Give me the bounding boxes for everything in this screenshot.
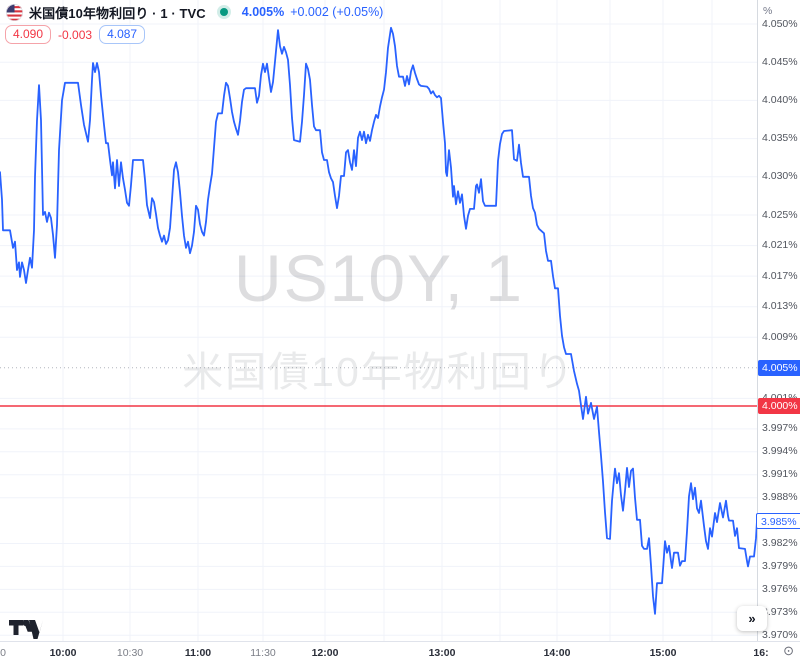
price-axis-label: 4.009% bbox=[762, 330, 798, 343]
time-axis-label: 10:30 bbox=[116, 647, 144, 659]
time-axis-label: 11:00 bbox=[184, 647, 212, 659]
tradingview-logo[interactable] bbox=[9, 620, 43, 644]
time-axis[interactable]: 0 10:00 10:30 11:00 11:30 12:00 13:00 14:00 15:0… bbox=[0, 641, 800, 664]
price-axis-label: 3.997% bbox=[762, 422, 798, 435]
time-axis-label: 14:00 bbox=[543, 647, 571, 659]
price-axis-label: 4.021% bbox=[762, 239, 798, 252]
time-axis-label: 12:00 bbox=[311, 647, 339, 659]
time-axis-label: 10:00 bbox=[49, 647, 77, 659]
last-close-badge: 4.005% bbox=[758, 359, 800, 376]
price-line-chart[interactable] bbox=[0, 0, 758, 641]
price-axis-label: 3.970% bbox=[762, 628, 798, 641]
chevrons-right-icon: » bbox=[748, 611, 756, 626]
time-axis-label: 11:30 bbox=[250, 647, 276, 659]
price-axis-label: 4.030% bbox=[762, 170, 798, 183]
price-axis-label: 4.040% bbox=[762, 93, 798, 106]
value-box-open[interactable]: 4.090 bbox=[5, 25, 52, 44]
price-axis-label: 4.035% bbox=[762, 132, 798, 145]
price-axis-label: 3.988% bbox=[762, 491, 798, 504]
price-axis-label: 4.045% bbox=[762, 55, 798, 68]
us-flag-icon bbox=[6, 3, 23, 21]
time-axis-label: 13:00 bbox=[428, 647, 456, 659]
value-box-close[interactable]: 4.087 bbox=[99, 25, 146, 44]
price-change-pct: (+0.05%) bbox=[332, 5, 384, 19]
price-axis-label: 4.050% bbox=[762, 17, 798, 30]
price-axis-label: 3.991% bbox=[762, 468, 798, 481]
legend-values-row: 4.090 -0.003 4.087 bbox=[5, 25, 146, 44]
legend-symbol-row[interactable]: 米国債10年物利回り · 1 · TVC 4.005% +0.002 (+0.0… bbox=[6, 3, 383, 21]
current-price-badge: 3.985% bbox=[756, 512, 800, 529]
market-status-dot[interactable] bbox=[219, 8, 228, 16]
price-axis[interactable]: % ⊙ 4.050% 4.045% 4.040% 4.035% 4.030% 4.025%… bbox=[756, 0, 800, 658]
price-change-abs: +0.002 bbox=[290, 5, 329, 19]
price-axis-label: 3.994% bbox=[762, 445, 798, 458]
symbol-title[interactable]: 米国債10年物利回り · 1 · TVC bbox=[29, 5, 206, 21]
clock-icon: ⊙ bbox=[783, 643, 794, 658]
chart-legend: 米国債10年物利回り · 1 · TVC 4.005% +0.002 (+0.0… bbox=[0, 0, 758, 48]
session-clock[interactable]: ⊙ bbox=[783, 642, 794, 660]
time-axis-label: 16: bbox=[753, 647, 769, 659]
price-axis-label: 3.976% bbox=[762, 582, 798, 595]
price-axis-label: 3.979% bbox=[762, 559, 798, 572]
value-change-mid: -0.003 bbox=[58, 27, 93, 42]
yield-line-series[interactable] bbox=[0, 26, 758, 615]
price-line-badge: 4.000% bbox=[758, 398, 800, 414]
price-axis-unit: % bbox=[763, 5, 773, 17]
price-axis-label: 4.013% bbox=[762, 300, 798, 313]
scroll-right-button[interactable]: » bbox=[737, 606, 767, 631]
price-axis-label: 4.025% bbox=[762, 208, 798, 221]
price-axis-label: 3.973% bbox=[762, 605, 798, 618]
time-axis-label: 15:00 bbox=[649, 647, 677, 659]
chart-pane[interactable]: US10Y, 1 米国債10年物利回り bbox=[0, 0, 758, 641]
price-change: +0.002 (+0.05%) bbox=[290, 5, 383, 19]
price-axis-label: 4.017% bbox=[762, 269, 798, 282]
time-axis-label: 0 bbox=[0, 647, 6, 659]
price-axis-label: 3.982% bbox=[762, 537, 798, 550]
last-price-value: 4.005% bbox=[241, 5, 285, 19]
